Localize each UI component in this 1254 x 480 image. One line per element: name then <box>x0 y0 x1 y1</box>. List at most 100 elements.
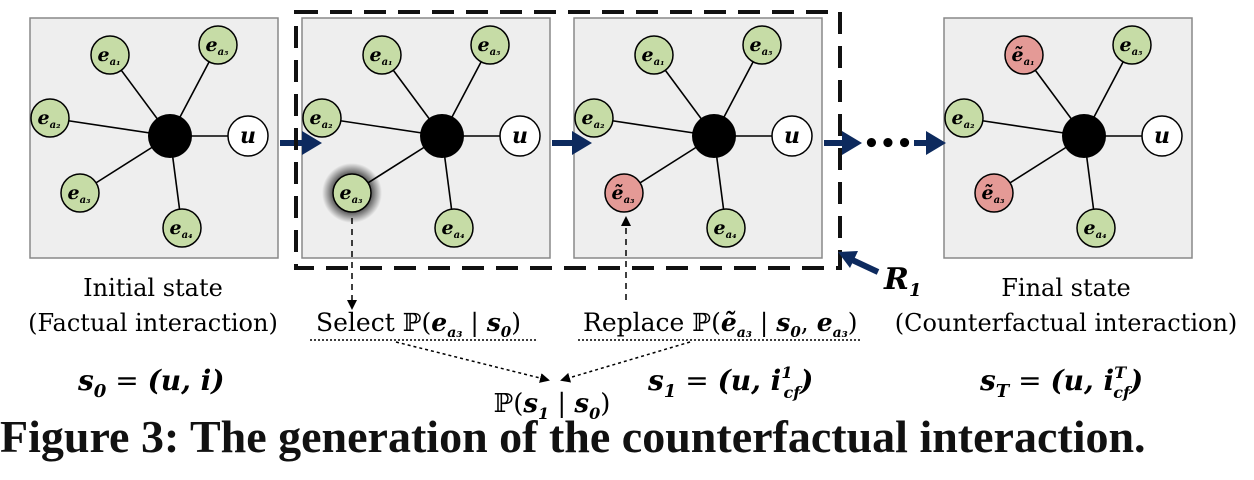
entity-label: ea₄ <box>442 217 465 241</box>
user-node <box>771 115 813 157</box>
final-state-subcaption: (Counterfactual interaction) <box>895 309 1238 337</box>
user-node <box>499 115 541 157</box>
figure-caption: Figure 3: The generation of the counterf… <box>0 411 1146 462</box>
entity-circle <box>302 98 342 138</box>
entity-node-a1: ea₁ <box>90 35 130 75</box>
entity-node-a4: ea₄ <box>434 208 474 248</box>
entity-circle <box>470 25 510 65</box>
entity-label: ea₂ <box>38 107 62 131</box>
entity-label: ea₄ <box>170 217 193 241</box>
initial-state-caption: Initial state <box>83 274 223 302</box>
state-panels: ea₁ea₅ea₂ea₃ea₄uea₁ea₅ea₂ea₃ea₄uea₁ea₅ea… <box>29 17 1193 259</box>
entity-label: ea₅ <box>750 34 774 58</box>
entity-node-a1: ẽa₁ <box>1004 35 1044 75</box>
entity-label: ea₁ <box>370 44 393 68</box>
initial-state-subcaption: (Factual interaction) <box>28 309 278 337</box>
entity-node-a4: ea₄ <box>1076 208 1116 248</box>
user-node-label: u <box>240 123 256 149</box>
item-center-node <box>692 114 736 158</box>
entity-label: ea₂ <box>952 107 976 131</box>
entity-circle <box>574 98 614 138</box>
user-node <box>1141 115 1183 157</box>
panel-s1: ea₁ ea₅ ea₂ ẽa₃ ea₄ u <box>573 17 823 259</box>
entity-label: ẽa₃ <box>982 182 1006 206</box>
ellipsis: ••• <box>863 129 913 159</box>
entity-node-a5: ea₅ <box>742 25 782 65</box>
select-label: Select ℙ(ea₃ | s0) <box>316 308 521 341</box>
flow-arrow-3-head <box>842 131 862 155</box>
flow-arrow-4-head <box>926 131 946 155</box>
entity-label: ea₁ <box>642 44 665 68</box>
entity-circle <box>742 25 782 65</box>
entity-label: ea₄ <box>1084 217 1107 241</box>
entity-circle <box>1076 208 1116 248</box>
entity-circle <box>1112 25 1152 65</box>
entity-circle <box>198 25 238 65</box>
flow-arrow-1-head <box>302 131 322 155</box>
state-eq-s0: s0 = (u, i) <box>77 364 225 402</box>
user-node-label: u <box>1154 123 1170 149</box>
entity-node-a3: ea₃ <box>60 173 100 213</box>
panel-sT: ẽa₁ ea₅ ea₂ ẽa₃ ea₄ u <box>943 17 1193 259</box>
user-node-label: u <box>512 123 528 149</box>
replace-label: Replace ℙ(ẽa₃ | s0, ea₃) <box>583 308 858 341</box>
entity-circle <box>974 173 1014 213</box>
entity-node-a2: ea₂ <box>574 98 614 138</box>
entity-node-a3: ẽa₃ <box>604 173 644 213</box>
entity-label: ea₄ <box>714 217 737 241</box>
entity-node-a2: ea₂ <box>302 98 342 138</box>
entity-circle <box>90 35 130 75</box>
final-state-caption: Final state <box>1001 274 1131 302</box>
entity-circle <box>434 208 474 248</box>
state-eq-sT: sT = (u, iT cf) <box>979 363 1143 402</box>
region-pointer-head <box>838 251 858 268</box>
entity-label: ea₁ <box>98 44 121 68</box>
entity-circle <box>1004 35 1044 75</box>
entity-label: ea₃ <box>68 182 92 206</box>
entity-node-a1: ea₁ <box>362 35 402 75</box>
entity-circle <box>604 173 644 213</box>
user-node-label: u <box>784 123 800 149</box>
select-to-transition-arrow <box>395 341 550 383</box>
entity-node-a5: ea₅ <box>470 25 510 65</box>
flow-arrow-2-head <box>572 131 592 155</box>
entity-circle <box>60 173 100 213</box>
user-node <box>227 115 269 157</box>
entity-label: ea₅ <box>1120 34 1144 58</box>
item-center-node <box>1062 114 1106 158</box>
entity-node-a5: ea₅ <box>1112 25 1152 65</box>
item-center-node <box>148 114 192 158</box>
panel-s0: ea₁ ea₅ ea₂ ea₃ ea₄ u <box>29 17 279 259</box>
entity-node-a2: ea₂ <box>944 98 984 138</box>
state-eq-s1: s1 = (u, i1 cf) <box>647 363 813 402</box>
entity-circle <box>332 173 372 213</box>
region-label: R1 <box>883 262 921 301</box>
transition-probability: ℙ(s1 | s0) <box>494 389 611 423</box>
entity-label: ea₅ <box>206 34 230 58</box>
entity-label: ẽa₃ <box>612 182 636 206</box>
entity-circle <box>944 98 984 138</box>
entity-circle <box>162 208 202 248</box>
entity-node-a3: ẽa₃ <box>974 173 1014 213</box>
entity-node-a2: ea₂ <box>30 98 70 138</box>
entity-node-a4: ea₄ <box>162 208 202 248</box>
flow-arrows <box>280 131 946 155</box>
entity-label: ea₂ <box>310 107 334 131</box>
entity-circle <box>634 35 674 75</box>
entity-circle <box>30 98 70 138</box>
entity-label: ẽa₁ <box>1012 44 1035 68</box>
entity-node-a1: ea₁ <box>634 35 674 75</box>
entity-circle <box>706 208 746 248</box>
panel-s0b: ea₁ ea₅ ea₂ ea₃ ea₄ u <box>301 17 551 259</box>
replace-to-transition-arrow <box>560 341 691 383</box>
entity-node-a3: ea₃ <box>322 163 382 223</box>
entity-node-a4: ea₄ <box>706 208 746 248</box>
entity-label: ea₂ <box>582 107 606 131</box>
entity-label: ea₅ <box>478 34 502 58</box>
entity-label: ea₃ <box>340 182 364 206</box>
entity-node-a5: ea₅ <box>198 25 238 65</box>
region-r1-box <box>294 10 842 270</box>
entity-circle <box>362 35 402 75</box>
item-center-node <box>420 114 464 158</box>
